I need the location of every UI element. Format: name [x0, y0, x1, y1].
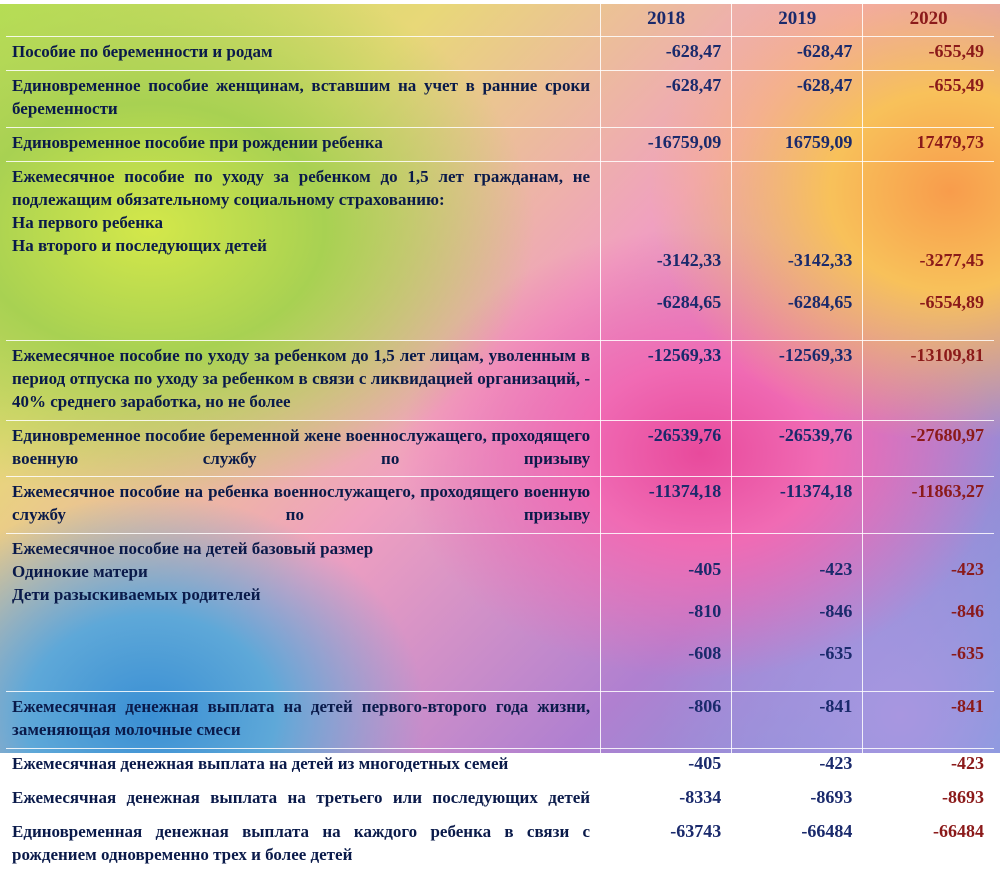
row-val: -26539,76: [732, 420, 863, 477]
row-val: -3277,45 -6554,89: [863, 161, 994, 340]
row-val-line: -846: [863, 601, 984, 622]
benefits-table: 2018 2019 2020 Пособие по беременности и…: [6, 4, 994, 874]
row-desc-main: Ежемесячное пособие по уходу за ребенком…: [12, 166, 590, 212]
row-val-line: -6284,65: [601, 292, 721, 313]
row-val-line: -6554,89: [863, 292, 984, 313]
row-val: -423: [863, 749, 994, 783]
row-val: -8334: [601, 783, 732, 817]
row-val-line: -608: [601, 643, 721, 664]
row-val: -628,47: [601, 37, 732, 71]
table-row: Ежемесячная денежная выплата на третьего…: [6, 783, 994, 817]
row-desc: Единовременное пособие при рождении ребе…: [6, 127, 601, 161]
table-row: Единовременная денежная выплата на каждо…: [6, 817, 994, 874]
row-val: -405 -810 -608: [601, 534, 732, 692]
row-desc: Ежемесячное пособие по уходу за ребенком…: [6, 161, 601, 340]
row-val: -655,49: [863, 37, 994, 71]
row-val: -66484: [732, 817, 863, 874]
row-val: -628,47: [732, 37, 863, 71]
table-row: Ежемесячное пособие на ребенка военнослу…: [6, 477, 994, 534]
row-val: -841: [863, 692, 994, 749]
row-desc: Ежемесячное пособие на ребенка военнослу…: [6, 477, 601, 534]
row-val: 16759,09: [732, 127, 863, 161]
row-val-line: -810: [601, 601, 721, 622]
row-val-line: -423: [863, 559, 984, 580]
table-row: Пособие по беременности и родам -628,47 …: [6, 37, 994, 71]
row-val-line: -423: [732, 559, 852, 580]
row-val: -12569,33: [601, 340, 732, 420]
row-val-line: -635: [863, 643, 984, 664]
row-val: -66484: [863, 817, 994, 874]
row-val: -3142,33 -6284,65: [732, 161, 863, 340]
row-val: -11374,18: [732, 477, 863, 534]
table-row: Ежемесячное пособие по уходу за ребенком…: [6, 340, 994, 420]
row-val: -628,47: [732, 70, 863, 127]
row-desc: Ежемесячная денежная выплата на детей пе…: [6, 692, 601, 749]
row-val-line: -3142,33: [601, 250, 721, 271]
row-desc: Пособие по беременности и родам: [6, 37, 601, 71]
row-val: -11863,27: [863, 477, 994, 534]
row-val-line: -3277,45: [863, 250, 984, 271]
table-row: Ежемесячное пособие на детей базовый раз…: [6, 534, 994, 692]
table-row: Единовременное пособие при рождении ребе…: [6, 127, 994, 161]
row-val-line: -6284,65: [732, 292, 852, 313]
header-blank: [6, 4, 601, 37]
header-2020: 2020: [863, 4, 994, 37]
row-val-line: -846: [732, 601, 852, 622]
row-val: -655,49: [863, 70, 994, 127]
row-val-line: -405: [601, 559, 721, 580]
row-desc-sub: На второго и последующих детей: [12, 235, 590, 258]
row-val: -13109,81: [863, 340, 994, 420]
row-val: -11374,18: [601, 477, 732, 534]
row-desc: Ежемесячное пособие по уходу за ребенком…: [6, 340, 601, 420]
row-val: -806: [601, 692, 732, 749]
row-val: -423 -846 -635: [732, 534, 863, 692]
row-desc: Единовременная денежная выплата на каждо…: [6, 817, 601, 874]
table-row: Ежемесячная денежная выплата на детей пе…: [6, 692, 994, 749]
header-2018: 2018: [601, 4, 732, 37]
row-val: -423 -846 -635: [863, 534, 994, 692]
row-val: -12569,33: [732, 340, 863, 420]
row-val: -405: [601, 749, 732, 783]
row-val: -8693: [732, 783, 863, 817]
row-desc-sub: Одинокие матери: [12, 561, 590, 584]
row-val: -3142,33 -6284,65: [601, 161, 732, 340]
row-val: -27680,97: [863, 420, 994, 477]
row-desc-main: Ежемесячное пособие на детей базовый раз…: [12, 538, 590, 561]
row-desc: Ежемесячная денежная выплата на третьего…: [6, 783, 601, 817]
row-desc: Единовременное пособие женщинам, вставши…: [6, 70, 601, 127]
row-val-line: -3142,33: [732, 250, 852, 271]
row-val: -8693: [863, 783, 994, 817]
row-val: -63743: [601, 817, 732, 874]
row-desc: Ежемесячная денежная выплата на детей из…: [6, 749, 601, 783]
row-val: -423: [732, 749, 863, 783]
table-row: Ежемесячное пособие по уходу за ребенком…: [6, 161, 994, 340]
row-val: -26539,76: [601, 420, 732, 477]
table-row: Единовременное пособие женщинам, вставши…: [6, 70, 994, 127]
row-desc-sub: На первого ребенка: [12, 212, 590, 235]
row-desc: Ежемесячное пособие на детей базовый раз…: [6, 534, 601, 692]
row-val: -628,47: [601, 70, 732, 127]
header-row: 2018 2019 2020: [6, 4, 994, 37]
row-val-line: -635: [732, 643, 852, 664]
row-desc-sub: Дети разыскиваемых родителей: [12, 584, 590, 607]
row-desc: Единовременное пособие беременной жене в…: [6, 420, 601, 477]
header-2019: 2019: [732, 4, 863, 37]
table-row: Ежемесячная денежная выплата на детей из…: [6, 749, 994, 783]
row-val: -841: [732, 692, 863, 749]
table-row: Единовременное пособие беременной жене в…: [6, 420, 994, 477]
row-val: -16759,09: [601, 127, 732, 161]
row-val: 17479,73: [863, 127, 994, 161]
